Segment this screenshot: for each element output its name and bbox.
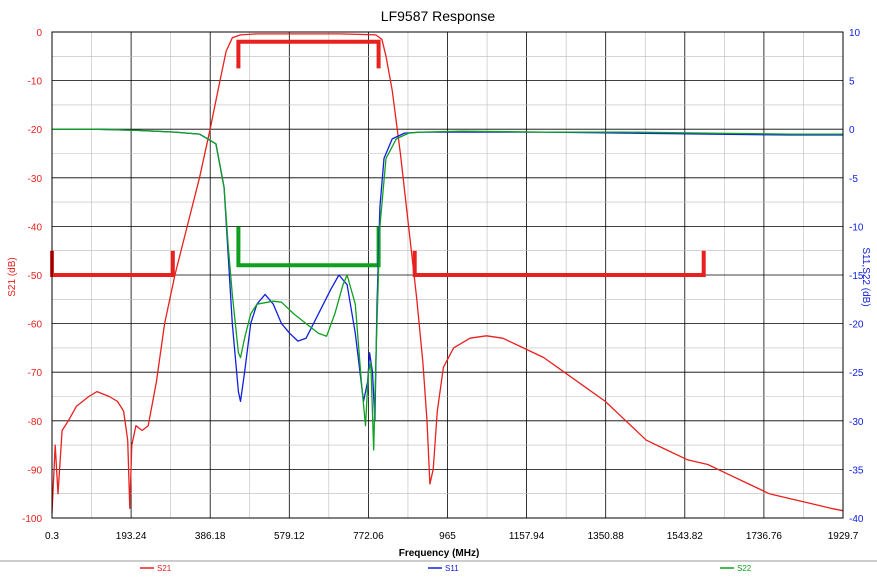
left-tick-label: -50 — [28, 271, 43, 282]
legend-label-s11: S11 — [445, 564, 459, 573]
right-tick-label: -30 — [849, 417, 864, 428]
right-axis-label: S11,S22 (dB) — [860, 247, 871, 306]
chart-title: LF9587 Response — [381, 8, 496, 24]
left-tick-label: -10 — [28, 77, 43, 88]
right-tick-label: 10 — [849, 28, 861, 39]
right-tick-label: 5 — [849, 77, 855, 88]
left-tick-label: -90 — [28, 465, 43, 476]
x-tick-label: 0.3 — [45, 531, 59, 542]
x-tick-label: 1929.7 — [828, 531, 859, 542]
right-tick-label: -10 — [849, 222, 864, 233]
legend-label-s22: S22 — [737, 564, 752, 573]
left-tick-label: -40 — [28, 222, 43, 233]
x-axis-label: Frequency (MHz) — [399, 548, 480, 559]
x-tick-label: 1157.94 — [509, 531, 545, 542]
right-tick-label: -35 — [849, 465, 864, 476]
x-tick-label: 1736.76 — [746, 531, 783, 542]
left-tick-label: -20 — [28, 125, 43, 136]
right-tick-label: 0 — [849, 125, 855, 136]
left-tick-label: -70 — [28, 368, 43, 379]
left-tick-label: 0 — [36, 28, 42, 39]
right-tick-label: -5 — [849, 174, 858, 185]
right-tick-label: -25 — [849, 368, 864, 379]
left-tick-label: -30 — [28, 174, 43, 185]
x-tick-label: 579.12 — [274, 531, 305, 542]
right-tick-label: -40 — [849, 514, 864, 525]
left-tick-label: -60 — [28, 320, 43, 331]
left-axis-label: S21 (dB) — [7, 257, 18, 296]
x-tick-label: 772.06 — [353, 531, 384, 542]
x-tick-label: 1350.88 — [588, 531, 625, 542]
x-tick-label: 386.18 — [195, 531, 226, 542]
x-tick-label: 193.24 — [116, 531, 147, 542]
x-tick-label: 965 — [439, 531, 456, 542]
x-tick-label: 1543.82 — [667, 531, 704, 542]
left-tick-label: -100 — [22, 514, 42, 525]
right-tick-label: -20 — [849, 320, 864, 331]
legend-label-s21: S21 — [157, 564, 172, 573]
left-tick-label: -80 — [28, 417, 43, 428]
